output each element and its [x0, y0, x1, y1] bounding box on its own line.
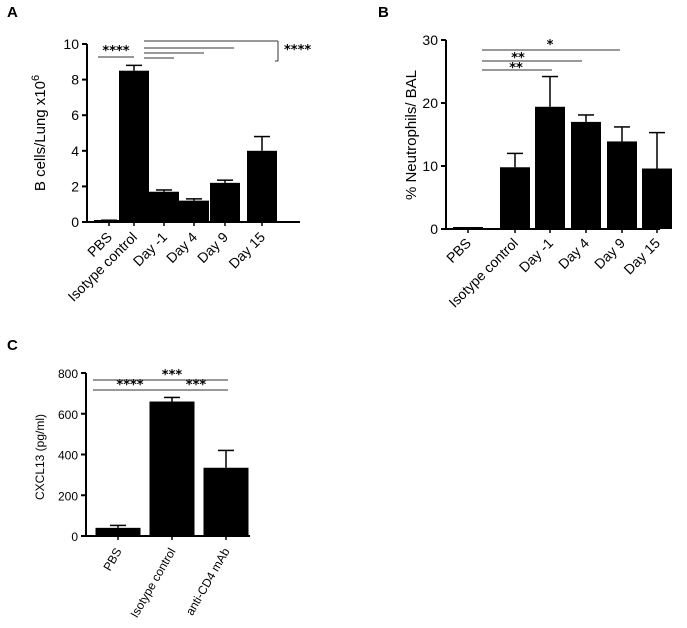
bar	[607, 141, 637, 229]
bar	[119, 70, 149, 222]
bar	[247, 150, 277, 222]
panel-c: C 0 200 400 600 800 CXCL13 (pg/ml) PBS Isotype c…	[7, 337, 250, 620]
y-tick-label: 30	[422, 32, 438, 48]
significance-label: ***	[186, 378, 207, 393]
y-tick-label: 4	[71, 143, 79, 159]
bar	[149, 191, 179, 222]
bar	[642, 168, 672, 229]
y-tick-label: 10	[422, 158, 438, 174]
significance-label: ****	[284, 43, 311, 58]
y-axis-label-superscript: 6	[30, 75, 42, 81]
y-axis-label: B cells/Lung x106	[30, 75, 49, 191]
y-tick-label: 0	[71, 530, 78, 544]
bar	[95, 527, 141, 536]
bar	[210, 182, 240, 222]
y-tick-label: 20	[422, 95, 438, 111]
y-axis-label: CXCL13 (pg/ml)	[33, 414, 47, 500]
significance-label: **	[511, 51, 525, 66]
significance-label: ***	[162, 368, 183, 383]
category-label: Day 4	[163, 229, 200, 266]
y-tick-label: 2	[71, 178, 79, 194]
category-label: Day 15	[620, 235, 663, 278]
panel-letter: B	[378, 4, 389, 21]
bar	[500, 167, 530, 229]
y-tick-label: 0	[71, 214, 79, 230]
category-label: PBS	[443, 235, 474, 266]
category-label: anti-CD4 mAb	[183, 545, 233, 618]
y-tick-label: 0	[430, 221, 438, 237]
y-axis-label: % Neutrophils/ BAL	[403, 70, 420, 200]
bar	[94, 220, 124, 222]
y-tick-label: 600	[58, 408, 78, 422]
y-tick-label: 8	[71, 72, 79, 88]
y-tick-label: 800	[58, 367, 78, 381]
category-label: PBS	[100, 546, 124, 574]
bar	[571, 121, 601, 229]
bar	[203, 467, 249, 536]
bar	[149, 401, 195, 536]
y-tick-label: 6	[71, 107, 79, 123]
significance-label: **	[509, 61, 523, 76]
significance-label: ****	[102, 44, 129, 59]
y-tick-label: 400	[58, 449, 78, 463]
category-label: Day -1	[130, 229, 171, 270]
panel-letter: A	[7, 4, 18, 21]
category-label: Day 15	[225, 229, 268, 272]
category-label: Day 4	[555, 235, 592, 272]
category-label: Day -1	[516, 235, 557, 276]
category-label: Isotype control	[127, 546, 178, 621]
y-tick-label: 10	[63, 36, 79, 52]
bar	[179, 200, 209, 222]
y-tick-label: 200	[58, 489, 78, 503]
significance-label: *	[547, 38, 554, 53]
significance-label: ****	[116, 378, 143, 393]
panel-letter: C	[7, 337, 18, 354]
bar	[535, 106, 565, 229]
